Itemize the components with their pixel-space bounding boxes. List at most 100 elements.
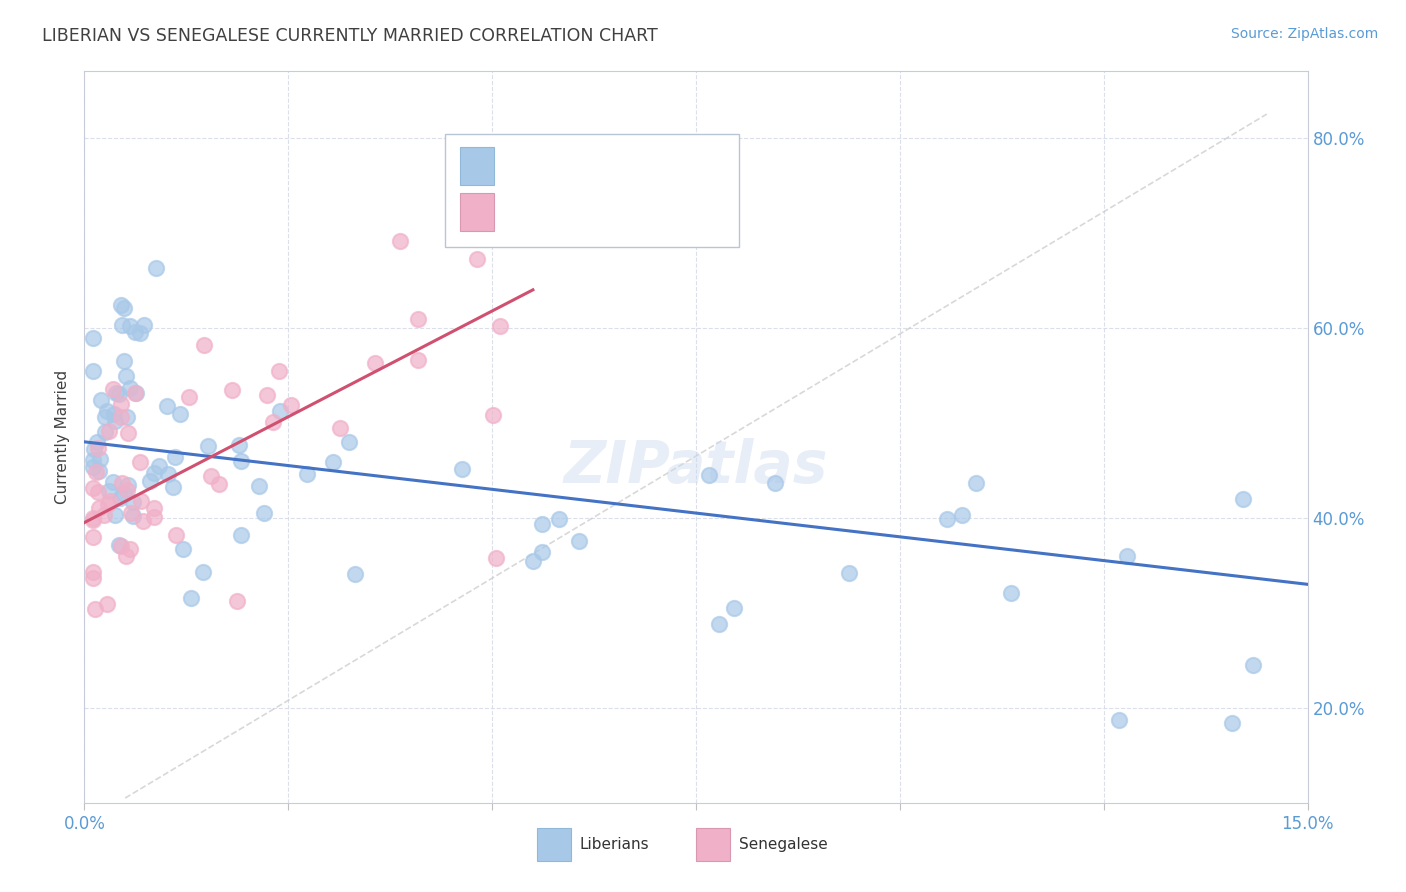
Point (121, 508, 143, 523)
Point (110, 397, 132, 411)
Point (506, 199, 529, 213)
Point (86, 434, 108, 449)
Point (97, 424, 120, 438)
Point (114, 549, 136, 563)
Point (231, 527, 253, 541)
Point (108, 387, 131, 401)
Point (86, 484, 108, 499)
Point (530, 517, 553, 532)
Text: R = -0.290: R = -0.290 (509, 157, 598, 175)
Point (763, 475, 786, 490)
Point (89, 464, 111, 478)
Point (124, 325, 146, 339)
Point (1108, 713, 1130, 727)
Point (389, 234, 412, 248)
Point (120, 506, 142, 520)
Point (936, 512, 959, 526)
Point (89, 500, 111, 515)
Text: N = 80: N = 80 (650, 157, 711, 175)
Point (191, 565, 214, 579)
Point (110, 540, 132, 554)
Point (142, 500, 165, 515)
Point (163, 450, 186, 464)
Y-axis label: Currently Married: Currently Married (55, 370, 70, 504)
Point (101, 475, 124, 490)
Point (162, 480, 184, 494)
Point (408, 353, 430, 368)
Point (134, 318, 156, 333)
FancyBboxPatch shape (537, 829, 571, 862)
Point (83, 442, 105, 456)
Point (143, 510, 166, 524)
Point (406, 312, 429, 326)
Text: Source: ZipAtlas.com: Source: ZipAtlas.com (1230, 27, 1378, 41)
Point (82, 453, 104, 467)
Point (143, 467, 166, 481)
Point (84, 602, 107, 616)
Point (197, 439, 219, 453)
Point (97, 483, 120, 498)
Point (568, 534, 591, 549)
Point (128, 326, 150, 340)
Point (262, 415, 284, 429)
Point (96, 404, 118, 418)
Point (104, 385, 127, 400)
Point (1115, 549, 1137, 563)
Point (82, 511, 104, 525)
Point (838, 566, 860, 580)
Point (114, 369, 136, 384)
Point (115, 483, 138, 497)
Point (82, 460, 104, 475)
Point (1241, 658, 1264, 673)
Point (125, 386, 148, 401)
Point (132, 514, 155, 528)
FancyBboxPatch shape (696, 829, 730, 862)
Text: LIBERIAN VS SENEGALESE CURRENTLY MARRIED CORRELATION CHART: LIBERIAN VS SENEGALESE CURRENTLY MARRIED… (42, 27, 658, 45)
Point (485, 551, 508, 566)
Point (139, 474, 162, 488)
Point (1232, 491, 1254, 506)
Text: ZIPatlas: ZIPatlas (564, 438, 828, 495)
Point (121, 495, 143, 509)
Point (965, 475, 987, 490)
Point (228, 438, 250, 452)
Point (103, 414, 125, 428)
Text: N = 53: N = 53 (650, 202, 711, 221)
Point (221, 383, 243, 397)
Point (104, 508, 127, 523)
Point (723, 601, 745, 615)
FancyBboxPatch shape (460, 193, 494, 231)
Point (193, 338, 215, 352)
Point (108, 539, 131, 553)
Point (129, 455, 152, 469)
Point (84, 465, 107, 479)
Point (124, 385, 146, 400)
FancyBboxPatch shape (460, 146, 494, 185)
Point (103, 407, 125, 421)
Point (82, 513, 104, 527)
Point (90, 392, 112, 407)
Point (118, 381, 141, 395)
Point (177, 390, 200, 404)
Point (450, 462, 472, 476)
Point (118, 318, 141, 333)
Point (172, 541, 194, 556)
Point (169, 407, 191, 421)
Point (697, 467, 720, 482)
Point (148, 458, 170, 473)
Text: Senegalese: Senegalese (738, 837, 828, 852)
Point (97, 497, 120, 511)
Point (481, 408, 503, 422)
Point (111, 318, 134, 333)
Point (115, 409, 138, 424)
Point (117, 425, 139, 440)
Point (93, 508, 115, 522)
Point (280, 399, 302, 413)
Text: R =  0.413: R = 0.413 (509, 202, 598, 221)
Point (364, 356, 387, 370)
Point (82, 571, 104, 585)
Point (117, 478, 139, 492)
Point (229, 454, 252, 468)
Point (96, 597, 118, 611)
Point (82, 363, 104, 377)
